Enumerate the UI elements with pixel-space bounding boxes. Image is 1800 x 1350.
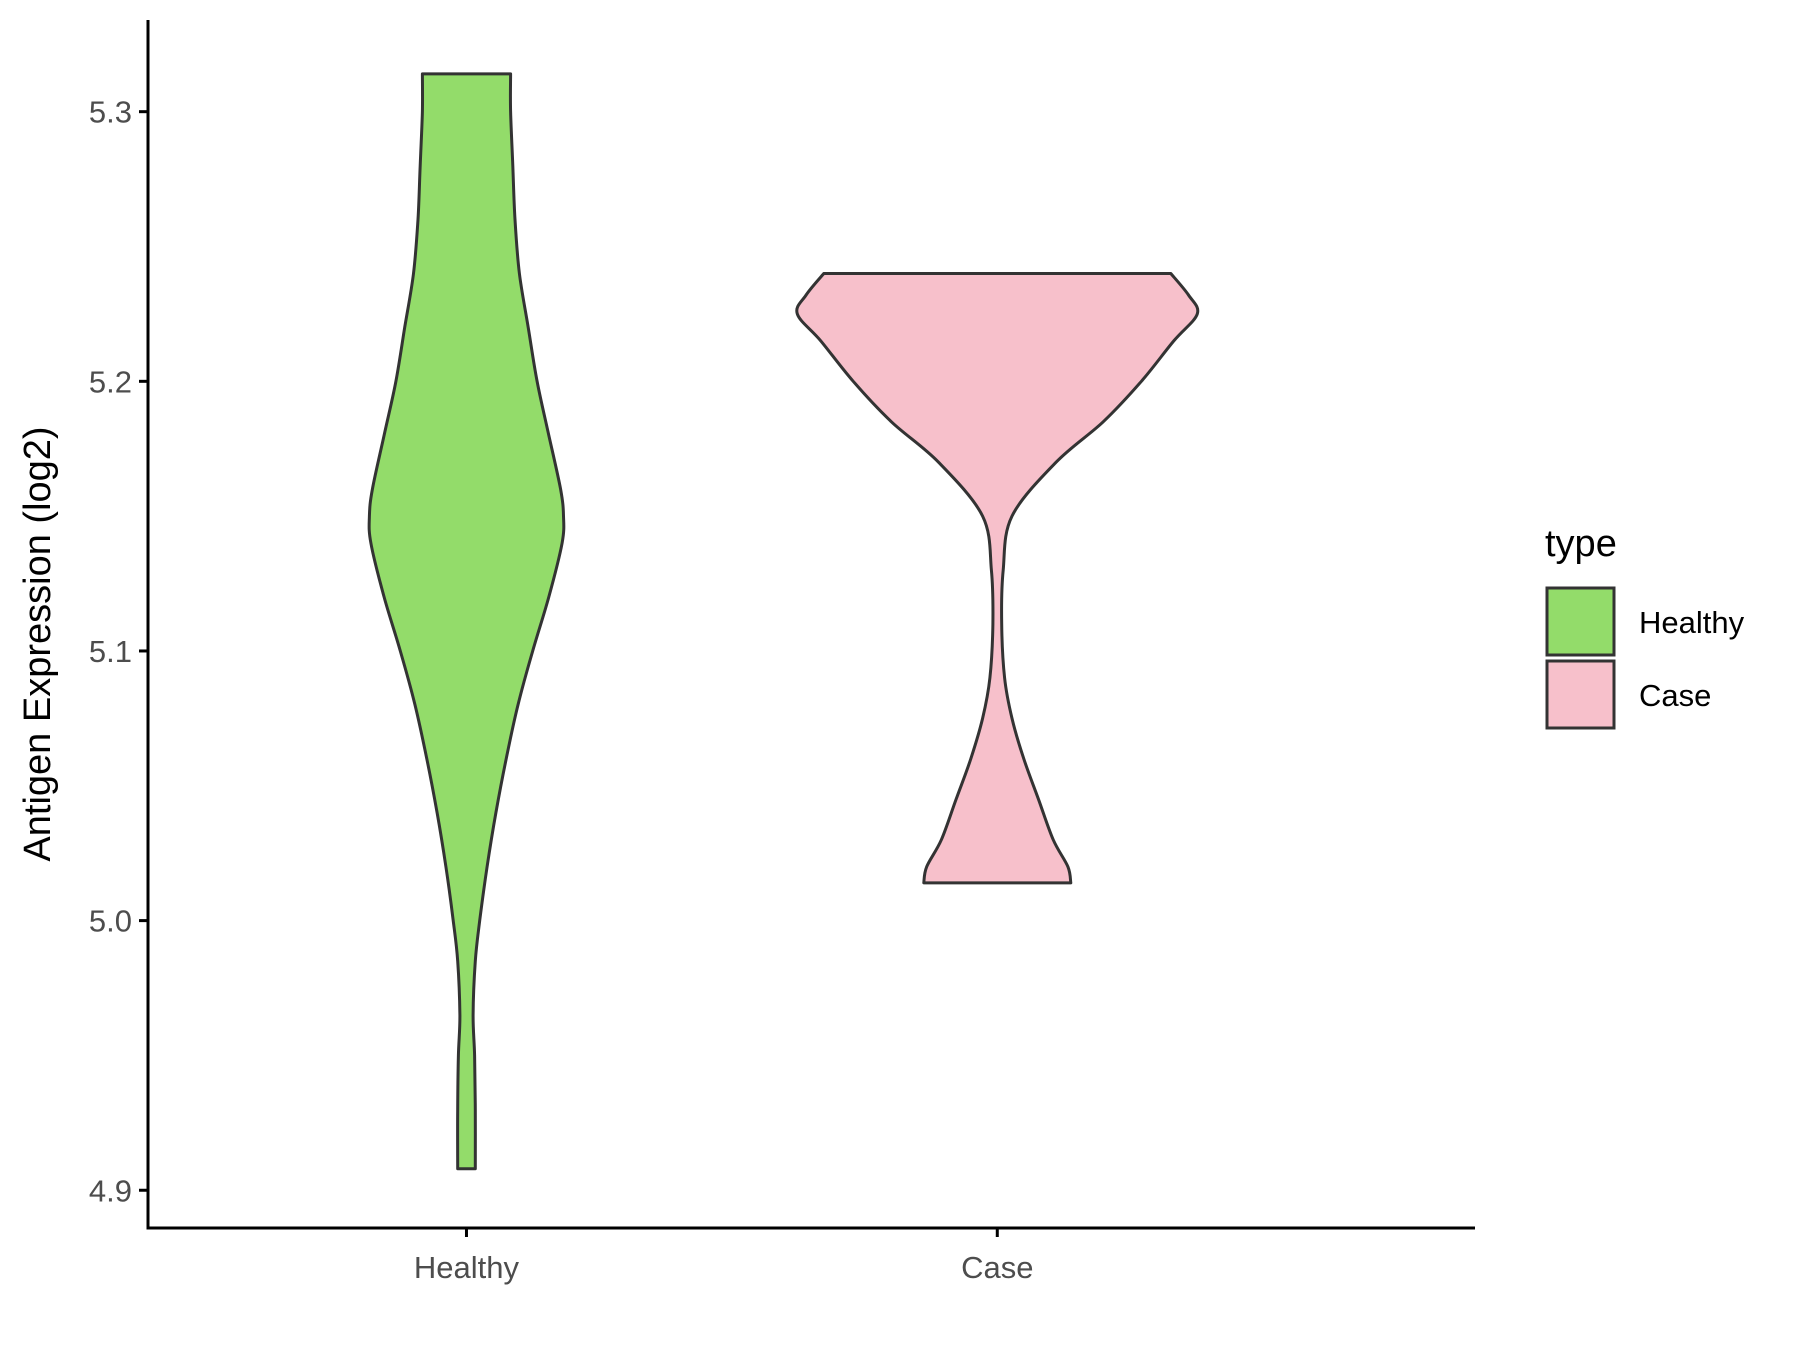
x-axis-ticks: Healthy Case (414, 1228, 1033, 1285)
violin-healthy (367, 72, 566, 1171)
legend-label-case: Case (1639, 678, 1711, 713)
legend-title: type (1545, 523, 1617, 565)
y-tick-label: 5.0 (89, 904, 132, 939)
legend-items: Healthy Case (1545, 586, 1745, 730)
x-tick-label: Healthy (414, 1250, 520, 1285)
y-axis-title: Antigen Expression (log2) (17, 426, 59, 861)
y-axis-ticks: 4.9 5.0 5.1 5.2 5.3 (89, 95, 148, 1208)
x-tick-label: Case (961, 1250, 1033, 1285)
legend: type Healthy Case (1545, 523, 1745, 730)
y-tick-label: 5.2 (89, 364, 132, 399)
y-tick-label: 5.3 (89, 95, 132, 130)
violin-case (795, 272, 1200, 885)
legend-swatch-case (1545, 659, 1616, 730)
legend-label-healthy: Healthy (1639, 605, 1745, 640)
y-tick-label: 5.1 (89, 634, 132, 669)
y-tick-label: 4.9 (89, 1173, 132, 1208)
violin-layer (367, 72, 1200, 1171)
legend-swatch-healthy (1545, 586, 1616, 657)
